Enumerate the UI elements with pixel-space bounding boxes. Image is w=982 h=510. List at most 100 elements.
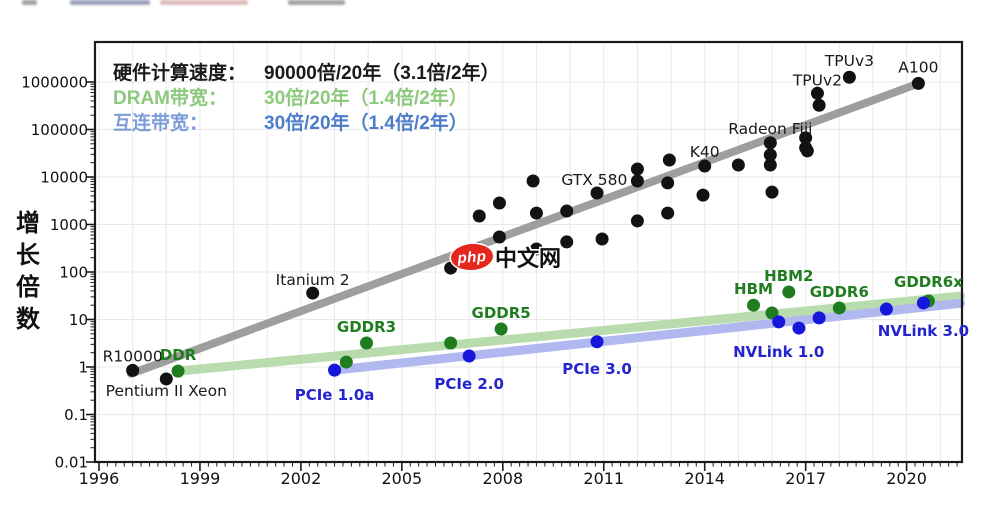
y-tick-label: 0.1 bbox=[64, 406, 88, 424]
dram-data-point bbox=[360, 336, 374, 350]
compute-data-point bbox=[799, 131, 813, 145]
point-label: GTX 580 bbox=[561, 171, 627, 189]
y-axis-title: 增长倍数 bbox=[16, 210, 40, 333]
x-tick-label: 2011 bbox=[583, 469, 624, 488]
y-tick-label: 1 bbox=[78, 359, 88, 377]
legend-row-interconnect: 互连带宽： 30倍/20年（1.4倍/2年） bbox=[113, 111, 500, 136]
x-tick-label: 2005 bbox=[381, 469, 422, 488]
compute-data-point bbox=[595, 232, 609, 246]
x-tick-label: 2002 bbox=[281, 469, 322, 488]
point-label: PCIe 1.0a bbox=[295, 386, 375, 404]
interconnect-data-point bbox=[812, 311, 826, 325]
dram-data-point bbox=[765, 306, 779, 320]
legend-label: DRAM带宽： bbox=[113, 88, 227, 109]
y-tick-label: 10000 bbox=[40, 169, 88, 187]
compute-data-point bbox=[560, 235, 574, 249]
compute-data-point bbox=[763, 148, 777, 162]
x-tick-label: 2017 bbox=[785, 469, 826, 488]
y-tick-label: 0.01 bbox=[55, 454, 88, 472]
interconnect-data-point bbox=[462, 349, 476, 363]
legend-label: 互连带宽： bbox=[113, 113, 209, 134]
compute-data-point bbox=[842, 70, 856, 84]
point-label: GDDR6x bbox=[894, 273, 963, 291]
legend-row-compute: 硬件计算速度： 90000倍/20年（3.1倍/2年） bbox=[113, 61, 500, 86]
x-tick-label: 1999 bbox=[180, 469, 221, 488]
dram-data-point bbox=[494, 322, 508, 336]
interconnect-data-point bbox=[328, 363, 342, 377]
legend-row-dram: DRAM带宽： 30倍/20年（1.4倍/2年） bbox=[113, 86, 500, 111]
point-label: GDDR3 bbox=[337, 318, 396, 336]
interconnect-data-point bbox=[879, 302, 893, 316]
point-label: PCIe 2.0 bbox=[434, 375, 504, 393]
compute-data-point bbox=[306, 286, 320, 300]
y-tick-label: 100000 bbox=[31, 121, 88, 139]
compute-data-point bbox=[126, 363, 140, 377]
clipped-text-fragment bbox=[288, 0, 345, 5]
point-label: DDR bbox=[160, 346, 197, 364]
point-label: NVLink 3.0 bbox=[878, 322, 969, 340]
legend-value: 90000倍/20年（3.1倍/2年） bbox=[264, 63, 500, 84]
y-tick-label: 1000000 bbox=[21, 74, 88, 92]
x-tick-label: 2008 bbox=[482, 469, 523, 488]
compute-data-point bbox=[630, 174, 644, 188]
dram-data-point bbox=[339, 355, 353, 369]
x-tick-label: 1996 bbox=[79, 469, 120, 488]
compute-data-point bbox=[696, 188, 710, 202]
legend-value: 30倍/20年（1.4倍/2年） bbox=[264, 113, 468, 134]
y-tick-label: 1000 bbox=[50, 216, 88, 234]
compute-data-point bbox=[800, 144, 814, 158]
interconnect-data-point bbox=[916, 296, 930, 310]
php-logo-badge: php bbox=[450, 242, 494, 272]
compute-data-point bbox=[630, 214, 644, 228]
compute-data-point bbox=[472, 209, 486, 223]
compute-data-point bbox=[526, 174, 540, 188]
point-label: K40 bbox=[690, 143, 720, 161]
x-tick-label: 2014 bbox=[684, 469, 725, 488]
clipped-text-fragment bbox=[160, 0, 248, 5]
dram-trend-line bbox=[173, 291, 965, 376]
php-logo-text: php bbox=[456, 247, 488, 267]
compute-data-point bbox=[560, 204, 574, 218]
compute-trend-line bbox=[126, 79, 923, 378]
compute-data-point bbox=[731, 158, 745, 172]
point-label: GDDR5 bbox=[472, 304, 531, 322]
point-label: HBM2 bbox=[764, 267, 813, 285]
y-tick-label: 10 bbox=[69, 311, 88, 329]
compute-data-point bbox=[812, 98, 826, 112]
point-label: A100 bbox=[898, 58, 938, 76]
watermark-site-text: 中文网 bbox=[495, 246, 562, 271]
point-label: TPUv2 bbox=[792, 71, 842, 89]
interconnect-data-point bbox=[590, 335, 604, 349]
dram-data-point bbox=[832, 301, 846, 315]
legend-value: 30倍/20年（1.4倍/2年） bbox=[264, 88, 468, 109]
point-label: NVLink 1.0 bbox=[733, 343, 824, 361]
compute-data-point bbox=[810, 86, 824, 100]
point-label: HBM bbox=[734, 280, 773, 298]
point-label: R10000 bbox=[103, 347, 163, 365]
interconnect-data-point bbox=[772, 315, 786, 329]
compute-data-point bbox=[765, 185, 779, 199]
watermark: php 中文网 bbox=[450, 241, 562, 273]
compute-data-point bbox=[911, 76, 925, 90]
point-label: Pentium II Xeon bbox=[106, 382, 227, 400]
compute-data-point bbox=[590, 186, 604, 200]
dram-data-point bbox=[171, 364, 185, 378]
legend-label: 硬件计算速度： bbox=[113, 63, 247, 84]
dram-data-point bbox=[782, 285, 796, 299]
legend: 硬件计算速度： 90000倍/20年（3.1倍/2年） DRAM带宽： 30倍/20… bbox=[113, 61, 500, 136]
compute-data-point bbox=[661, 176, 675, 190]
point-label: Radeon Fiji bbox=[728, 120, 812, 138]
x-tick-label: 2020 bbox=[886, 469, 927, 488]
interconnect-data-point bbox=[792, 321, 806, 335]
point-label: TPUv3 bbox=[824, 52, 874, 70]
point-label: Itanium 2 bbox=[276, 271, 350, 289]
compute-data-point bbox=[492, 230, 506, 244]
clipped-text-fragment bbox=[22, 0, 37, 5]
compute-data-point bbox=[763, 158, 777, 172]
compute-data-point bbox=[492, 196, 506, 210]
compute-data-point bbox=[529, 206, 543, 220]
y-tick-label: 100 bbox=[59, 264, 88, 282]
compute-data-point bbox=[159, 372, 173, 386]
compute-data-point bbox=[529, 242, 543, 256]
